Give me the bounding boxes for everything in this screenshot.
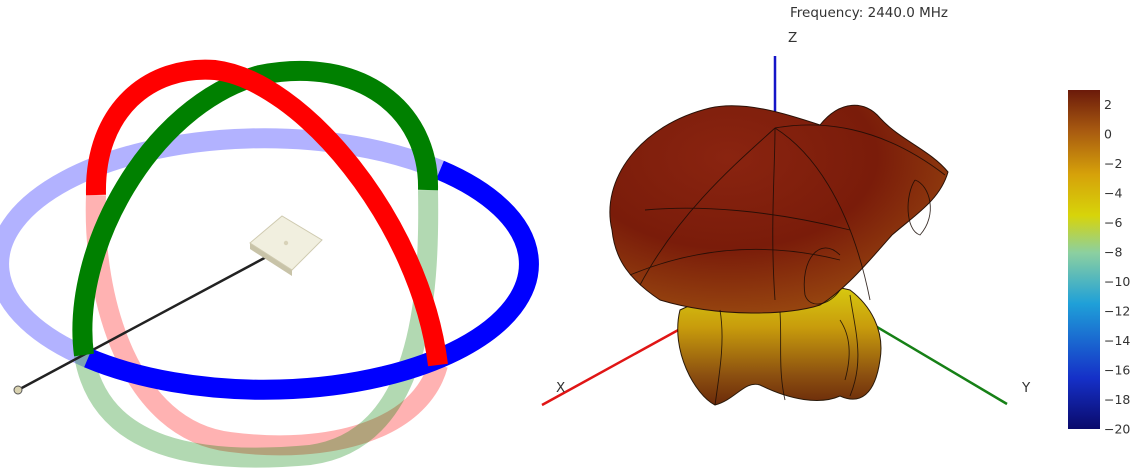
pattern-mesh <box>629 124 946 406</box>
yz-ring-back <box>74 189 439 468</box>
patch-antenna <box>249 215 323 276</box>
colorbar-tick-label: −14 <box>1104 333 1130 348</box>
xy-ring-back <box>0 128 444 368</box>
xy-ring-front <box>84 160 539 400</box>
colorbar-tick-label: −20 <box>1104 422 1130 437</box>
xz-ring-front <box>85 59 448 367</box>
antenna-connector <box>13 385 23 395</box>
colorbar-tick-label: 2 <box>1104 97 1112 112</box>
orientation-rings-svg <box>0 59 539 468</box>
colorbar-gradient <box>1068 90 1100 429</box>
y-axis-label: Y <box>1021 380 1031 396</box>
colorbar-tick-label: −10 <box>1104 274 1130 289</box>
pattern-upper-lobe <box>609 104 949 314</box>
radiation-pattern-svg: Z X Y 2 0 −2 −4 −6 −8 −10 −12 −14 −16 −18 −20 <box>541 30 1130 437</box>
chart-title: Frequency: 2440.0 MHz <box>790 5 949 21</box>
colorbar-tick-label: −6 <box>1104 215 1122 230</box>
radiation-pattern-view: Frequency: 2440.0 MHz <box>520 0 1141 472</box>
xz-ring-back <box>85 194 448 456</box>
antenna-cable <box>17 253 271 392</box>
colorbar-tick-label: 0 <box>1104 127 1112 142</box>
colorbar-tick-label: −16 <box>1104 363 1130 378</box>
antenna-orientation-view <box>0 0 540 472</box>
x-axis-label: X <box>556 380 565 396</box>
z-axis-label: Z <box>788 30 797 46</box>
colorbar-tick-label: −8 <box>1104 245 1122 260</box>
colorbar-ticks: 2 0 −2 −4 −6 −8 −10 −12 −14 −16 −18 −20 <box>1104 97 1130 436</box>
colorbar-tick-label: −4 <box>1104 186 1122 201</box>
colorbar-tick-label: −2 <box>1104 156 1122 171</box>
colorbar-tick-label: −18 <box>1104 392 1130 407</box>
colorbar-tick-label: −12 <box>1104 304 1130 319</box>
colorbar: 2 0 −2 −4 −6 −8 −10 −12 −14 −16 −18 −20 <box>1068 90 1130 437</box>
